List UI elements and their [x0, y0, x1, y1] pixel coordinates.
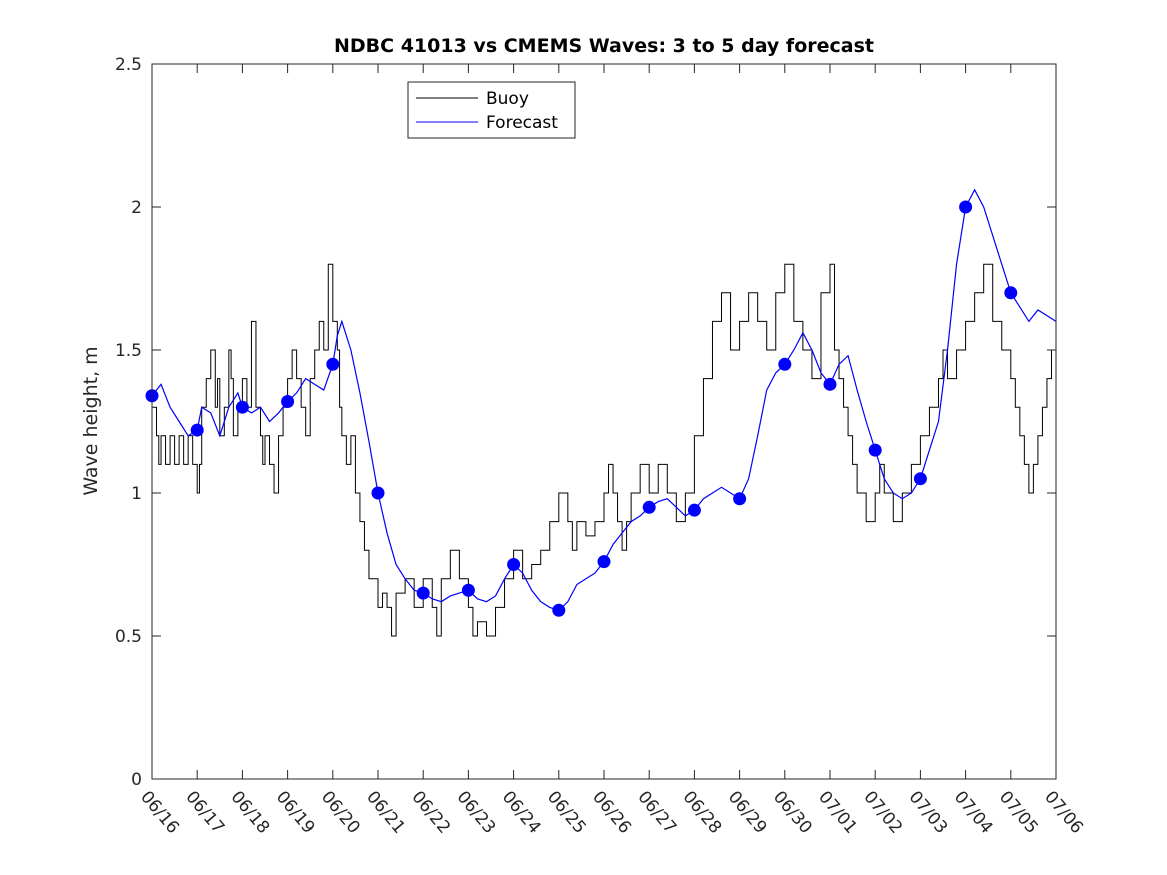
y-tick-label: 0 [131, 770, 142, 790]
forecast-marker [461, 583, 475, 597]
forecast-marker [733, 492, 747, 506]
y-axis-label: Wave height, m [80, 346, 102, 495]
forecast-marker [552, 603, 566, 617]
series-forecast-line [151, 188, 1057, 611]
legend: Buoy Forecast [407, 81, 576, 139]
forecast-marker [687, 503, 701, 517]
forecast-marker [913, 472, 927, 486]
chart-title: NDBC 41013 vs CMEMS Waves: 3 to 5 day fo… [334, 35, 874, 57]
forecast-marker [778, 357, 792, 371]
forecast-marker [190, 423, 204, 437]
y-tick-label: 1.5 [115, 341, 142, 361]
forecast-marker [959, 200, 973, 214]
forecast-marker [371, 486, 385, 500]
forecast-marker [1004, 286, 1018, 300]
forecast-marker [597, 555, 611, 569]
forecast-marker [507, 558, 521, 571]
forecast-marker [326, 357, 340, 371]
forecast-marker [235, 400, 249, 414]
legend-label-forecast: Forecast [486, 113, 558, 133]
y-tick-label: 0.5 [115, 627, 142, 647]
y-tick-label: 2 [131, 198, 142, 218]
forecast-marker [868, 443, 882, 457]
y-tick-label: 2.5 [115, 55, 142, 75]
y-tick-label: 1 [131, 484, 142, 504]
forecast-marker [416, 586, 430, 600]
plot-area [152, 64, 1056, 779]
legend-box [407, 81, 576, 139]
forecast-marker [281, 394, 295, 408]
forecast-marker [642, 500, 656, 514]
legend-label-buoy: Buoy [486, 89, 529, 109]
forecast-marker [823, 377, 837, 391]
